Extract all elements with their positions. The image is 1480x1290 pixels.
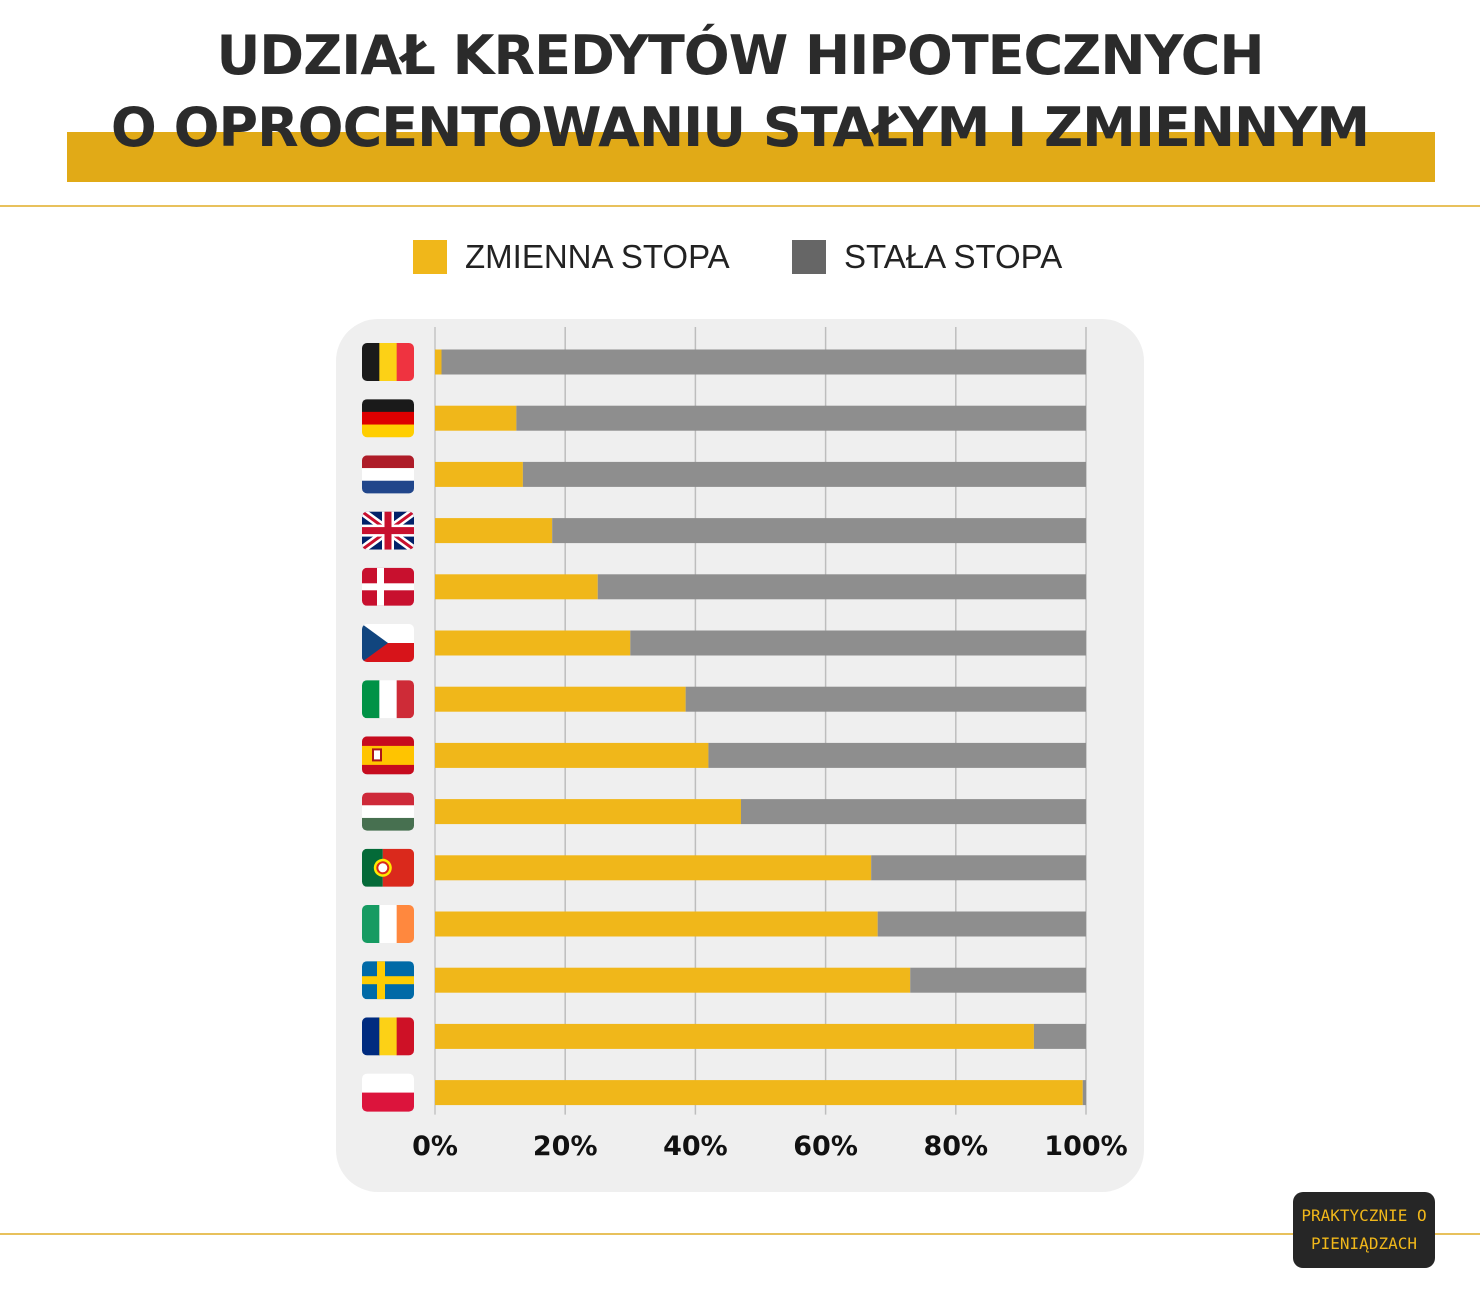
x-tick-label: 0% xyxy=(412,1131,458,1162)
brand-logo-line-1: PRAKTYCZNIE O xyxy=(1301,1206,1427,1225)
bar-variable-spain xyxy=(435,742,709,768)
x-tick-label: 100% xyxy=(1044,1131,1127,1162)
x-tick-label: 80% xyxy=(923,1131,988,1162)
bar-fixed-netherlands xyxy=(522,461,1086,487)
flag-netherlands-icon xyxy=(362,455,414,494)
flag-romania-icon xyxy=(362,1017,414,1056)
flag-sweden-icon xyxy=(362,961,414,1000)
flag-denmark-icon xyxy=(362,567,414,606)
bar-variable-hungary xyxy=(435,799,741,825)
bar-variable-netherlands xyxy=(435,461,523,487)
bar-fixed-spain xyxy=(708,742,1086,768)
legend-item-fixed: STAŁA STOPA xyxy=(792,238,1062,276)
bar-fixed-portugal xyxy=(871,855,1086,881)
bar-fixed-germany xyxy=(516,405,1086,431)
bar-fixed-romania xyxy=(1033,1023,1086,1049)
bar-variable-belgium xyxy=(435,349,442,375)
stacked-bar-chart: 0% 20% 40% 60% 80% 100% xyxy=(362,327,1128,1162)
bar-variable-portugal xyxy=(435,855,872,881)
flag-united-kingdom-icon xyxy=(362,511,414,550)
bar-variable-denmark xyxy=(435,574,598,600)
flag-czech-republic-icon xyxy=(362,624,414,662)
bar-variable-poland xyxy=(435,1080,1083,1106)
top-divider xyxy=(0,205,1480,207)
flag-poland-icon xyxy=(362,1073,414,1112)
legend-item-variable: ZMIENNA STOPA xyxy=(413,238,730,276)
brand-logo: PRAKTYCZNIE O PIENIĄDZACH xyxy=(1293,1192,1435,1268)
legend-swatch-fixed xyxy=(792,240,826,274)
bar-fixed-denmark xyxy=(597,574,1086,600)
bar-fixed-belgium xyxy=(441,349,1086,375)
bar-fixed-czech-republic xyxy=(630,630,1086,656)
legend-swatch-variable xyxy=(413,240,447,274)
x-tick-label: 60% xyxy=(793,1131,858,1162)
flag-germany-icon xyxy=(362,399,414,438)
title-highlight-band xyxy=(67,132,1435,182)
flag-italy-icon xyxy=(362,680,414,719)
flag-spain-icon xyxy=(362,736,414,775)
bar-fixed-sweden xyxy=(910,967,1086,993)
chart-title-line-2: O OPROCENTOWANIU STAŁYM I ZMIENNYM xyxy=(110,96,1370,159)
flag-portugal-icon xyxy=(362,848,414,887)
legend-label-variable: ZMIENNA STOPA xyxy=(465,238,730,275)
bar-fixed-italy xyxy=(685,686,1086,712)
bar-variable-germany xyxy=(435,405,517,431)
x-tick-label: 40% xyxy=(663,1131,728,1162)
bar-fixed-hungary xyxy=(740,799,1086,825)
chart-title-line-1: UDZIAŁ KREDYTÓW HIPOTECZNYCH xyxy=(216,24,1264,87)
flag-ireland-icon xyxy=(362,905,414,943)
chart-panel: 0% 20% 40% 60% 80% 100% xyxy=(336,319,1144,1192)
bar-variable-czech-republic xyxy=(435,630,631,656)
bar-variable-sweden xyxy=(435,967,911,993)
bar-variable-romania xyxy=(435,1023,1034,1049)
bar-fixed-united-kingdom xyxy=(552,518,1086,544)
bar-fixed-poland xyxy=(1082,1080,1086,1106)
flag-belgium-icon xyxy=(362,343,414,381)
x-tick-label: 20% xyxy=(533,1131,598,1162)
bar-variable-ireland xyxy=(435,911,878,937)
bottom-divider xyxy=(0,1233,1480,1235)
bar-variable-united-kingdom xyxy=(435,518,553,544)
bar-fixed-ireland xyxy=(877,911,1086,937)
flag-hungary-icon xyxy=(362,792,414,831)
brand-logo-line-2: PIENIĄDZACH xyxy=(1311,1234,1417,1253)
legend-label-fixed: STAŁA STOPA xyxy=(844,238,1063,275)
bar-variable-italy xyxy=(435,686,686,712)
